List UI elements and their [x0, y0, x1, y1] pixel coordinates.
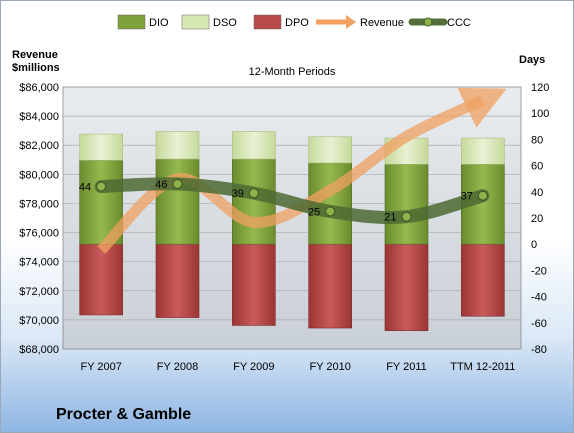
right-tick-label: -80: [531, 344, 547, 356]
ccc-data-label: 21: [384, 212, 396, 224]
bar-dio: [155, 158, 200, 245]
ccc-line: [94, 177, 490, 225]
right-tick-label: -20: [531, 265, 547, 277]
left-tick-label: $70,000: [19, 315, 59, 327]
right-tick-label: 100: [531, 108, 549, 120]
left-tick-label: $78,000: [19, 198, 59, 210]
right-tick-label: 80: [531, 134, 543, 146]
axes: $68,000 $70,000 $72,000 $74,000 $76,000 $78,0…: [19, 82, 549, 373]
left-tick-label: $72,000: [19, 286, 59, 298]
right-tick-label: 0: [531, 239, 537, 251]
right-tick-label: 120: [531, 82, 549, 94]
bar-dso: [308, 136, 352, 164]
bar-dso: [232, 131, 276, 160]
category-label: FY 2009: [233, 361, 274, 373]
left-axis-label-line2: $millions: [12, 62, 60, 74]
bar-dpo: [461, 243, 505, 317]
bar-dso: [461, 137, 505, 165]
left-tick-label: $76,000: [19, 228, 59, 240]
right-tick-label: -40: [531, 292, 547, 304]
ccc-point: [96, 181, 107, 192]
legend: DIO DSO DPO Revenue CCC: [117, 14, 471, 30]
series-lines: 44 46 39 25 21 37: [79, 87, 507, 255]
left-tick-label: $86,000: [19, 82, 59, 94]
bar-dpo: [308, 243, 352, 329]
legend-label: Revenue: [360, 17, 404, 29]
left-axis-label-line1: Revenue: [12, 49, 58, 61]
left-tick-label: $68,000: [19, 344, 59, 356]
ccc-point: [477, 190, 488, 201]
legend-label: DPO: [285, 17, 309, 29]
right-axis-label: Days: [519, 54, 545, 66]
legend-label: DSO: [213, 17, 237, 29]
legend-swatch-dio: [117, 14, 146, 30]
right-tick-label: 40: [531, 187, 543, 199]
category-label: FY 2011: [386, 361, 427, 373]
ccc-point: [248, 188, 259, 199]
right-tick-label: 20: [531, 213, 543, 225]
ccc-point: [401, 211, 412, 222]
left-tick-label: $82,000: [19, 140, 59, 152]
left-tick-label: $74,000: [19, 257, 59, 269]
category-label: FY 2008: [157, 361, 198, 373]
legend-label: CCC: [447, 17, 471, 29]
right-tick-label: -60: [531, 318, 547, 330]
left-tick-label: $80,000: [19, 169, 59, 181]
bar-dio: [384, 163, 429, 245]
left-tick-label: $84,000: [19, 111, 59, 123]
category-label: TTM 12-2011: [450, 361, 515, 373]
ccc-point: [325, 206, 336, 217]
ccc-data-label: 39: [232, 188, 244, 200]
ccc-data-label: 37: [461, 191, 473, 203]
legend-label: DIO: [149, 17, 169, 29]
legend-swatch-dso: [181, 14, 210, 30]
bars: [79, 131, 505, 331]
ccc-data-label: 44: [79, 182, 91, 194]
bar-dso: [155, 131, 200, 160]
right-tick-label: 60: [531, 161, 543, 173]
ccc-data-label: 46: [155, 179, 167, 191]
legend-swatch-dpo: [253, 14, 282, 30]
legend-marker-ccc: [423, 17, 433, 27]
legend-arrowhead: [346, 15, 356, 29]
category-label: FY 2007: [80, 361, 121, 373]
bar-dso: [79, 133, 123, 161]
ccc-data-label: 25: [308, 206, 320, 218]
bar-dpo: [155, 243, 200, 318]
bar-dpo: [232, 243, 276, 326]
bar-dpo: [384, 243, 429, 331]
ccc-point: [172, 178, 183, 189]
chart-title: 12-Month Periods: [249, 66, 336, 78]
bar-dpo: [79, 243, 123, 316]
category-label: FY 2010: [309, 361, 350, 373]
company-name: Procter & Gamble: [56, 406, 192, 423]
